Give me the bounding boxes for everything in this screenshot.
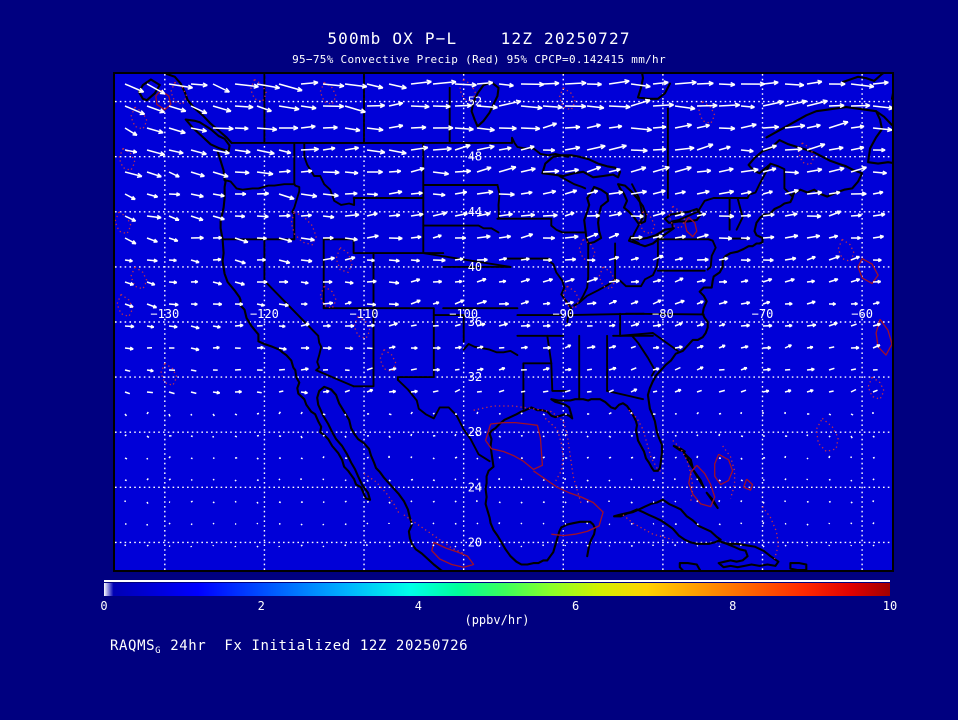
precip-contour-95 bbox=[155, 89, 892, 568]
page-subtitle: 95−75% Convective Precip (Red) 95% CPCP=… bbox=[292, 53, 666, 66]
colorbar-tick-0: 0 bbox=[100, 599, 108, 613]
map-panel[interactable]: 20 24 28 32 36 40 44 48 52 −130 −120 −110 −100 −90 −80… bbox=[113, 72, 894, 572]
colorbar-tick-4: 4 bbox=[414, 599, 422, 613]
footer-text: 24hr Fx Initialized 12Z 20250726 bbox=[161, 638, 469, 654]
colorbar-tick-2: 2 bbox=[257, 599, 265, 613]
lat-label-44: 44 bbox=[468, 205, 482, 219]
footer-model-name: RAQMS bbox=[110, 638, 156, 654]
colorbar-tick-6: 6 bbox=[571, 599, 580, 613]
colorbar-units-label: (ppbv/hr) bbox=[464, 613, 530, 627]
colorbar-gradient bbox=[104, 583, 890, 596]
lat-label-48: 48 bbox=[468, 150, 482, 164]
lon-label--80: −80 bbox=[652, 307, 674, 321]
colorbar-top-rule bbox=[104, 580, 890, 582]
map-gridline-labels: 20 24 28 32 36 40 44 48 52 −130 −120 −110 −100 −90 −80… bbox=[150, 95, 873, 550]
lon-label--110: −110 bbox=[350, 307, 379, 321]
lat-label-20: 20 bbox=[468, 535, 482, 549]
wind-vector-field bbox=[124, 78, 892, 548]
lon-label--100: −100 bbox=[449, 307, 478, 321]
map-political-borders bbox=[221, 74, 794, 463]
colorbar-tick-10: 10 bbox=[882, 599, 898, 613]
lon-label--90: −90 bbox=[552, 307, 574, 321]
lat-label-52: 52 bbox=[468, 95, 482, 109]
lat-label-36: 36 bbox=[468, 315, 482, 329]
lat-label-24: 24 bbox=[468, 480, 482, 494]
map-graphic: 20 24 28 32 36 40 44 48 52 −130 −120 −110 −100 −90 −80… bbox=[115, 74, 892, 570]
map-gridlines bbox=[115, 74, 892, 570]
footer-caption: RAQMSG 24hr Fx Initialized 12Z 20250726 bbox=[110, 638, 468, 656]
lon-label--130: −130 bbox=[150, 307, 179, 321]
lon-label--60: −60 bbox=[851, 307, 873, 321]
lat-label-32: 32 bbox=[468, 370, 482, 384]
lat-label-28: 28 bbox=[468, 425, 482, 439]
footer-model-subscript: G bbox=[155, 646, 162, 656]
colorbar-tick-labels: 0 2 4 6 8 10 bbox=[100, 580, 897, 613]
lon-label--70: −70 bbox=[752, 307, 774, 321]
map-coastlines bbox=[137, 74, 892, 570]
lat-label-40: 40 bbox=[468, 260, 482, 274]
page-title: 500mb OX P−L 12Z 20250727 bbox=[327, 29, 631, 48]
colorbar-tick-8: 8 bbox=[729, 599, 737, 613]
colorbar[interactable] bbox=[104, 580, 890, 598]
lon-label--120: −120 bbox=[250, 307, 279, 321]
